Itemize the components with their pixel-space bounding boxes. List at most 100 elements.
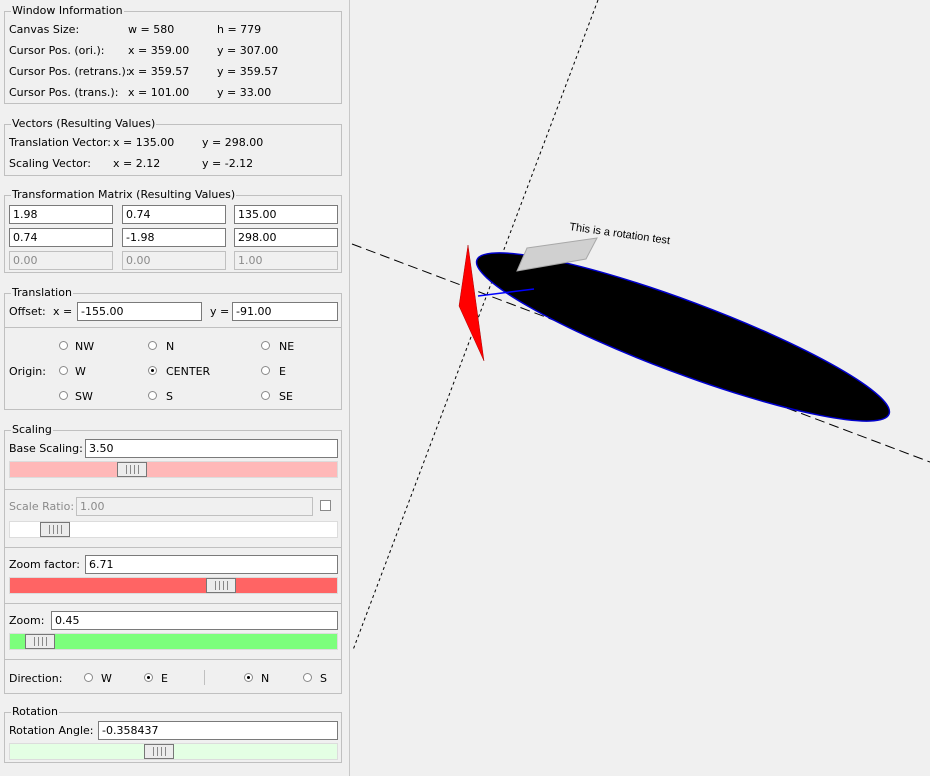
slider-thumb[interactable] xyxy=(40,522,70,537)
origin-radio-ne[interactable] xyxy=(261,341,270,350)
origin-radio-center[interactable] xyxy=(148,366,157,375)
info-value-x: x = 359.00 xyxy=(128,44,190,57)
matrix-cell[interactable]: 298.00 xyxy=(234,228,338,247)
canvas-drawing: This is a rotation test xyxy=(351,0,930,651)
base-scaling-label: Base Scaling: xyxy=(9,442,83,455)
ellipse-shape xyxy=(475,252,891,422)
slider-thumb[interactable] xyxy=(206,578,236,593)
zoom-label: Zoom: xyxy=(9,614,45,627)
group-legend: Translation xyxy=(11,286,73,300)
direction-option-label: W xyxy=(101,672,112,685)
origin-label: Origin: xyxy=(9,365,46,378)
axis-y-dotted-line xyxy=(352,0,599,651)
origin-radio-s[interactable] xyxy=(148,391,157,400)
slider-thumb[interactable] xyxy=(117,462,147,477)
origin-radio-w[interactable] xyxy=(59,366,68,375)
divider xyxy=(5,327,342,328)
scale-ratio-label: Scale Ratio: xyxy=(9,500,75,513)
group-legend: Scaling xyxy=(11,423,53,437)
zoom-factor-slider[interactable] xyxy=(9,577,338,594)
origin-option-label: E xyxy=(279,365,286,378)
info-value-y: y = 359.57 xyxy=(217,65,279,78)
splitter[interactable] xyxy=(349,0,350,776)
info-value-x: w = 580 xyxy=(128,23,175,36)
divider xyxy=(5,603,342,604)
direction-option-label: N xyxy=(261,672,270,685)
offset-x-field[interactable]: -155.00 xyxy=(77,302,202,321)
origin-radio-nw[interactable] xyxy=(59,341,68,350)
origin-radio-e[interactable] xyxy=(261,366,270,375)
transformation-matrix-group: Transformation Matrix (Resulting Values) xyxy=(4,188,342,273)
vector-label: Scaling Vector: xyxy=(9,157,91,170)
scale-ratio-slider[interactable] xyxy=(9,521,338,538)
control-panel: Window Information Canvas Size: w = 580 … xyxy=(0,0,349,776)
info-label: Canvas Size: xyxy=(9,23,80,36)
rotation-angle-field[interactable]: -0.358437 xyxy=(98,721,338,740)
scaling-group: Scaling xyxy=(4,423,342,694)
offset-y-field[interactable]: -91.00 xyxy=(232,302,338,321)
slider-thumb[interactable] xyxy=(25,634,55,649)
origin-radio-n[interactable] xyxy=(148,341,157,350)
origin-radio-se[interactable] xyxy=(261,391,270,400)
divider xyxy=(5,547,342,548)
origin-option-label: SW xyxy=(75,390,93,403)
zoom-factor-field[interactable]: 6.71 xyxy=(85,555,338,574)
base-scaling-slider[interactable] xyxy=(9,461,338,478)
origin-option-label: NE xyxy=(279,340,295,353)
rotation-angle-label: Rotation Angle: xyxy=(9,724,94,737)
direction-radio-e[interactable] xyxy=(144,673,153,682)
vector-label: Translation Vector: xyxy=(9,136,111,149)
ellipse-radius-line xyxy=(477,288,535,297)
text-box-shape xyxy=(516,237,598,272)
origin-option-label: NW xyxy=(75,340,95,353)
group-legend: Vectors (Resulting Values) xyxy=(11,117,157,131)
direction-label: Direction: xyxy=(9,672,63,685)
info-label: Cursor Pos. (ori.): xyxy=(9,44,105,57)
info-label: Cursor Pos. (retrans.): xyxy=(9,65,130,78)
direction-radio-s[interactable] xyxy=(303,673,312,682)
vector-value-y: y = 298.00 xyxy=(202,136,264,149)
direction-option-label: E xyxy=(161,672,168,685)
info-value-y: y = 307.00 xyxy=(217,44,279,57)
scale-ratio-field: 1.00 xyxy=(76,497,313,516)
info-value-y: y = 33.00 xyxy=(217,86,272,99)
zoom-slider[interactable] xyxy=(9,633,338,650)
scale-ratio-checkbox[interactable] xyxy=(320,500,331,511)
zoom-field[interactable]: 0.45 xyxy=(51,611,338,630)
window-information-group: Window Information xyxy=(4,4,342,104)
matrix-cell[interactable]: 1.98 xyxy=(9,205,113,224)
info-value-x: x = 359.57 xyxy=(128,65,190,78)
matrix-cell[interactable]: 0.74 xyxy=(122,205,226,224)
offset-x-label: x = xyxy=(53,305,73,318)
direction-radio-w[interactable] xyxy=(84,673,93,682)
drawing-canvas[interactable]: This is a rotation test xyxy=(350,0,930,776)
red-arrow-shape xyxy=(458,244,485,362)
matrix-cell: 0.00 xyxy=(9,251,113,270)
origin-option-label: SE xyxy=(279,390,293,403)
origin-radio-sw[interactable] xyxy=(59,391,68,400)
offset-y-label: y = xyxy=(210,305,230,318)
divider xyxy=(5,489,342,490)
slider-thumb[interactable] xyxy=(144,744,174,759)
translation-group: Translation xyxy=(4,286,342,410)
matrix-cell[interactable]: -1.98 xyxy=(122,228,226,247)
offset-label: Offset: xyxy=(9,305,46,318)
info-value-y: h = 779 xyxy=(217,23,262,36)
matrix-cell[interactable]: 0.74 xyxy=(9,228,113,247)
matrix-cell: 1.00 xyxy=(234,251,338,270)
group-legend: Rotation xyxy=(11,705,60,719)
zoom-factor-label: Zoom factor: xyxy=(9,558,80,571)
info-label: Cursor Pos. (trans.): xyxy=(9,86,119,99)
base-scaling-field[interactable]: 3.50 xyxy=(85,439,338,458)
direction-radio-n[interactable] xyxy=(244,673,253,682)
origin-option-label: N xyxy=(166,340,175,353)
info-value-x: x = 101.00 xyxy=(128,86,190,99)
vector-value-x: x = 2.12 xyxy=(113,157,161,170)
origin-option-label: CENTER xyxy=(166,365,211,378)
vector-value-x: x = 135.00 xyxy=(113,136,175,149)
rotation-slider[interactable] xyxy=(9,743,338,760)
origin-option-label: W xyxy=(75,365,86,378)
group-legend: Transformation Matrix (Resulting Values) xyxy=(11,188,237,202)
matrix-cell[interactable]: 135.00 xyxy=(234,205,338,224)
divider xyxy=(204,670,205,685)
